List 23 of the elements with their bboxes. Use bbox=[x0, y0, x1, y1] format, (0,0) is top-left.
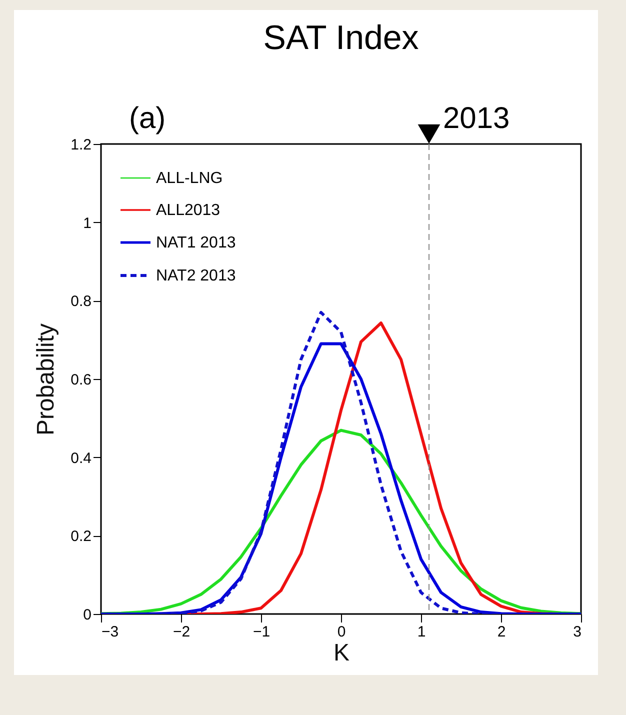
y-tick-label: 0 bbox=[83, 606, 92, 624]
legend-label: ALL-LNG bbox=[156, 170, 223, 187]
y-tick-label: 0.6 bbox=[70, 372, 92, 388]
x-tick-label: −2 bbox=[172, 624, 190, 640]
annotation: 2013 bbox=[443, 102, 510, 135]
y-tick-label: 0.8 bbox=[70, 293, 92, 310]
x-tick-label: 2 bbox=[497, 624, 506, 640]
legend-label: NAT1 2013 bbox=[156, 234, 236, 252]
legend-label: NAT2 2013 bbox=[156, 268, 236, 284]
x-tick-label: 3 bbox=[573, 624, 582, 640]
y-tick-label: 0.2 bbox=[70, 528, 92, 546]
y-tick-label: 1.2 bbox=[70, 136, 92, 154]
chart-title: SAT Index bbox=[263, 19, 419, 57]
y-tick-label: 1 bbox=[83, 214, 92, 232]
legend-label: ALL2013 bbox=[156, 202, 220, 219]
x-tick-label: 0 bbox=[337, 624, 346, 640]
x-tick-label: −1 bbox=[252, 624, 270, 640]
x-tick-label: −3 bbox=[102, 624, 119, 640]
text: (a) bbox=[129, 102, 166, 135]
x-tick-label: 1 bbox=[417, 624, 426, 640]
y-tick-label: 0.4 bbox=[70, 450, 92, 467]
x-axis-title: K bbox=[333, 640, 350, 666]
y-axis-title: Probability bbox=[32, 323, 60, 436]
